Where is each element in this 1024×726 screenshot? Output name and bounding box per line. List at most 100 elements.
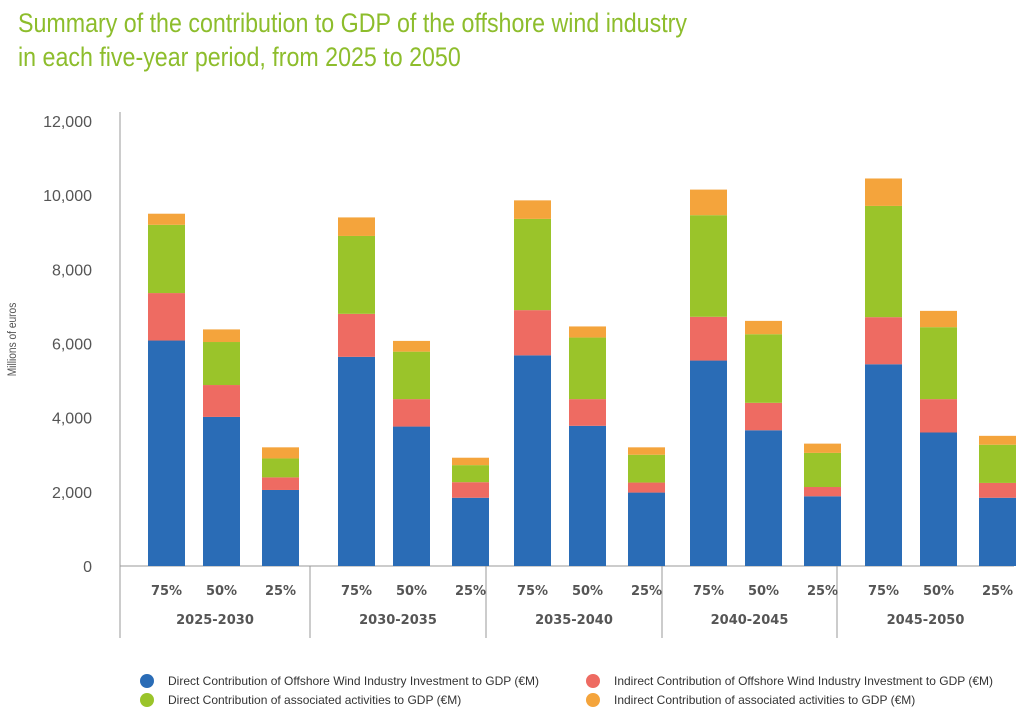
legend-label-direct-associated: Direct Contribution of associated activi…: [168, 693, 462, 707]
bar-segment-direct-investment: [979, 497, 1016, 566]
bar-segment-indirect-investment: [148, 293, 185, 341]
bar-segment-direct-investment: [745, 430, 782, 566]
bar-segment-indirect-investment: [203, 385, 240, 417]
bar-segment-indirect-associated: [920, 310, 957, 328]
bar-segment-indirect-associated: [804, 443, 841, 453]
legend-item-indirect-associated: Indirect Contribution of associated acti…: [586, 693, 915, 707]
bar-segment-direct-investment: [628, 492, 665, 566]
y-tick-label: 4,000: [52, 411, 92, 428]
bar-segment-direct-associated: [979, 444, 1016, 483]
bar-segment-indirect-associated: [628, 447, 665, 455]
bar-segment-direct-investment: [804, 496, 841, 566]
y-tick-label: 10,000: [43, 188, 92, 205]
bar-segment-indirect-investment: [690, 316, 727, 361]
legend-swatch-direct-investment: [140, 674, 154, 688]
legend-item-direct-investment: Direct Contribution of Offshore Wind Ind…: [140, 674, 539, 688]
bar-segment-direct-associated: [569, 337, 606, 400]
bar-segment-direct-investment: [569, 425, 606, 566]
x-tick-label-scenario: 25%: [265, 584, 296, 599]
bar-segment-indirect-associated: [745, 320, 782, 335]
x-tick-label-scenario: 25%: [807, 584, 838, 599]
x-tick-label-scenario: 25%: [455, 584, 486, 599]
legend-swatch-indirect-associated: [586, 693, 600, 707]
bar-segment-direct-associated: [690, 215, 727, 317]
bar-segment-direct-investment: [203, 416, 240, 566]
legend-label-indirect-investment: Indirect Contribution of Offshore Wind I…: [614, 674, 994, 688]
legend-swatch-direct-associated: [140, 693, 154, 707]
y-tick-label: 0: [83, 559, 92, 576]
x-tick-label-scenario: 25%: [982, 584, 1013, 599]
bar-segment-indirect-associated: [979, 435, 1016, 445]
bar-segment-indirect-investment: [452, 482, 489, 498]
bar-segment-direct-investment: [514, 355, 551, 566]
y-axis-label: Millions of euros: [6, 302, 19, 376]
bar-segment-indirect-investment: [865, 317, 902, 365]
bar-segment-indirect-investment: [920, 399, 957, 433]
bar-segment-direct-associated: [745, 334, 782, 403]
bar-segment-indirect-associated: [338, 217, 375, 236]
bar-segment-direct-associated: [338, 235, 375, 314]
bar-segment-indirect-associated: [393, 340, 430, 352]
x-tick-label-period: 2035-2040: [535, 613, 613, 628]
x-tick-label-scenario: 75%: [693, 584, 724, 599]
bar-segment-indirect-investment: [979, 482, 1016, 498]
x-tick-label-period: 2045-2050: [887, 613, 965, 628]
x-tick-label-scenario: 75%: [517, 584, 548, 599]
bar-segment-indirect-associated: [452, 457, 489, 466]
x-tick-label-scenario: 75%: [341, 584, 372, 599]
bar-segment-direct-investment: [920, 432, 957, 566]
bar-segment-indirect-investment: [338, 313, 375, 357]
bar-segment-indirect-investment: [804, 487, 841, 497]
bar-segment-direct-associated: [628, 454, 665, 483]
y-tick-label: 8,000: [52, 262, 92, 279]
x-tick-label-period: 2040-2045: [711, 613, 789, 628]
y-tick-label: 2,000: [52, 485, 92, 502]
bar-segment-direct-investment: [865, 364, 902, 566]
legend-label-direct-investment: Direct Contribution of Offshore Wind Ind…: [168, 674, 540, 688]
x-tick-label-scenario: 75%: [151, 584, 182, 599]
chart-title-line-2: in each five-year period, from 2025 to 2…: [18, 42, 461, 72]
bar-segment-direct-associated: [393, 351, 430, 400]
bar-segment-direct-investment: [452, 497, 489, 566]
stacked-bar-chart: 0 2,000 4,000 6,000 8,000 10,000 12,000 Million…: [6, 112, 1016, 638]
bar-segment-direct-investment: [690, 360, 727, 566]
bar-segment-indirect-investment: [745, 402, 782, 431]
x-tick-label-scenario: 25%: [631, 584, 662, 599]
chart-title: Summary of the contribution to GDP of th…: [18, 6, 792, 74]
bar-segment-direct-associated: [514, 218, 551, 311]
bar-segment-direct-investment: [262, 489, 299, 566]
bar-segment-indirect-associated: [514, 200, 551, 219]
bar-segment-direct-investment: [338, 356, 375, 566]
x-tick-label-scenario: 50%: [572, 584, 603, 599]
bar-segment-direct-investment: [148, 340, 185, 566]
x-tick-label-scenario: 50%: [396, 584, 427, 599]
bar-segment-direct-associated: [203, 342, 240, 386]
legend-label-indirect-associated: Indirect Contribution of associated acti…: [614, 693, 916, 707]
bar-segment-direct-associated: [804, 452, 841, 488]
x-tick-label-scenario: 50%: [206, 584, 237, 599]
bar-segment-indirect-associated: [690, 189, 727, 216]
bar-segment-direct-associated: [920, 327, 957, 400]
legend-swatch-indirect-investment: [586, 674, 600, 688]
bar-segment-indirect-associated: [203, 329, 240, 343]
bar-segment-direct-investment: [393, 426, 430, 566]
bar-segment-indirect-investment: [569, 399, 606, 426]
bar-segment-indirect-associated: [262, 447, 299, 459]
bar-segment-indirect-associated: [148, 213, 185, 225]
x-tick-label-scenario: 50%: [748, 584, 779, 599]
legend-item-direct-associated: Direct Contribution of associated activi…: [140, 693, 461, 707]
chart-legend: Direct Contribution of Offshore Wind Ind…: [0, 664, 1024, 724]
chart-title-line-1: Summary of the contribution to GDP of th…: [18, 8, 687, 38]
bar-segment-indirect-investment: [628, 482, 665, 493]
x-tick-label-period: 2025-2030: [176, 613, 254, 628]
bar-segment-indirect-investment: [393, 399, 430, 427]
y-tick-label: 12,000: [43, 114, 92, 131]
x-tick-label-scenario: 75%: [868, 584, 899, 599]
bar-segment-direct-associated: [452, 465, 489, 483]
bar-segment-direct-associated: [262, 458, 299, 478]
y-tick-label: 6,000: [52, 337, 92, 354]
bar-segment-direct-associated: [865, 205, 902, 318]
x-tick-label-period: 2030-2035: [359, 613, 437, 628]
bar-segment-indirect-investment: [514, 310, 551, 356]
bar-segment-indirect-investment: [262, 477, 299, 490]
